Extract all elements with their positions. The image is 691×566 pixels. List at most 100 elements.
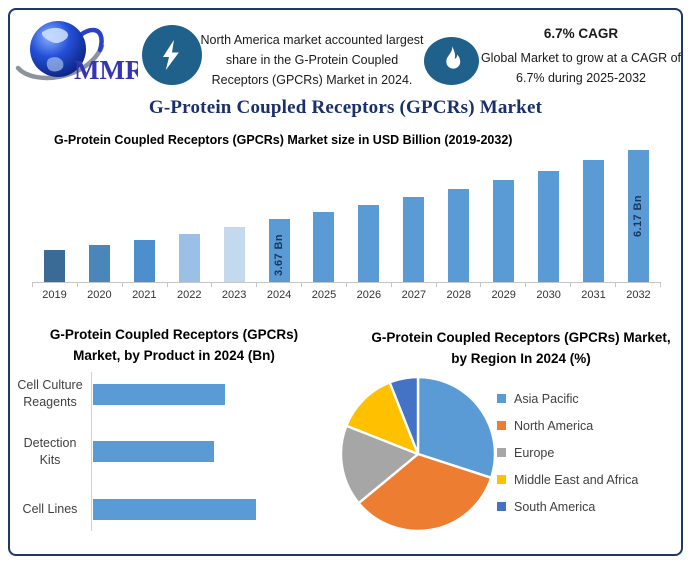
product-bar [93,498,256,520]
axis-tick [614,283,616,287]
bar-column-2023 [212,146,257,282]
axis-tick [390,283,392,287]
legend-item: North America [497,418,638,433]
bar-2026 [358,204,380,282]
highlight-north-america-text: North America market accounted largest s… [200,33,424,87]
legend-swatch [497,475,506,484]
year-label-2020: 2020 [87,289,112,301]
legend-label: Asia Pacific [514,391,579,406]
year-label-2024: 2024 [266,289,292,301]
axis-tick [256,283,258,287]
product-y-axis-line [91,372,92,531]
cagr-description: Global Market to grow at a CAGR of 6.7% … [480,51,682,85]
logo-continent [41,27,69,44]
bar-column-2022 [167,146,212,282]
region-chart-title: G-Protein Coupled Receptors (GPCRs) Mark… [371,330,671,366]
bar-2023 [223,226,245,282]
bar-2030 [538,170,560,282]
bar-2025 [313,212,335,282]
bar-2022 [178,233,200,282]
bar-2019 [43,250,65,282]
bar-column-2029 [481,146,526,282]
legend-swatch [497,394,506,403]
bar-2032: 6.17 Bn [627,149,649,282]
logo-continent [46,57,64,72]
legend-item: South America [497,499,638,514]
mmr-logo: MMR [15,21,138,85]
year-label-2030: 2030 [536,289,561,301]
bar-2020 [88,245,110,282]
bar-column-2019 [32,146,77,282]
axis-tick [211,283,213,287]
bar-value-label-2024: 3.67 Bn [273,234,286,276]
region-legend: Asia Pacific North America Europe Middle Ea… [497,391,638,526]
bar-2027 [403,197,425,282]
year-label-2023: 2023 [221,289,247,301]
year-label-2021: 2021 [132,289,157,301]
product-chart-title: G-Protein Coupled Receptors (GPCRs) Mark… [49,327,299,363]
x-axis-labels: 2019 2020 2021 2022 2023 2024 2025 2026 2027 2028… [32,289,661,301]
year-label-2029: 2029 [491,289,516,301]
axis-tick [480,283,482,287]
product-bar-track [93,441,326,462]
product-category-label: Cell Culture Reagents [17,378,83,409]
legend-item: Europe [497,445,638,460]
product-row: Cell Lines [12,485,326,533]
bar-value-label-2032: 6.17 Bn [632,195,645,237]
bar-column-2031 [571,146,616,282]
axis-tick [76,283,78,287]
axis-tick [166,283,168,287]
year-label-2025: 2025 [311,289,337,301]
axis-tick [32,283,33,287]
legend-item: Asia Pacific [497,391,638,406]
axis-tick [345,283,347,287]
legend-label: Middle East and Africa [514,472,639,487]
pie-slice-asia-pacific [416,375,497,479]
axis-tick [301,283,303,287]
product-category-label: Detection Kits [23,435,77,467]
cagr-value: 6.7% CAGR [543,26,619,41]
product-row: Detection Kits [12,428,326,476]
product-bar [93,383,226,405]
x-axis-ticks [32,283,661,287]
region-pie-chart [339,375,497,533]
legend-label: Europe [514,445,555,460]
bar-2028 [448,188,470,282]
legend-swatch [497,502,506,511]
bar-column-2026 [346,146,391,282]
flame-icon [424,37,479,85]
product-bar [93,441,215,462]
market-size-chart-title: G-Protein Coupled Receptors (GPCRs) Mark… [54,133,513,147]
legend-swatch [497,421,506,430]
pie-slice-north-america [357,452,493,533]
product-bar-chart: Cell Culture Reagents Detection Kits Cell … [12,370,326,533]
bar-2029 [493,180,515,282]
pie-slice-europe [339,424,420,505]
bar-2021 [133,240,155,282]
product-bar-track [93,383,326,405]
highlight-cagr: 6.7% CAGR Global Market to grow at a CAG… [480,26,682,88]
product-row: Cell Culture Reagents [12,370,326,418]
market-size-bar-chart: 3.67 Bn 6.17 Bn 2019 2020 2021 2022 2023 2024 2… [32,146,661,301]
page-title: G-Protein Coupled Receptors (GPCRs) Mark… [148,97,543,118]
pie-slice-middle-east-and-africa [345,381,420,456]
year-label-2031: 2031 [581,289,606,301]
year-label-2032: 2032 [626,289,651,301]
bar-2024: 3.67 Bn [268,219,290,282]
legend-swatch [497,448,506,457]
legend-label: South America [514,499,596,514]
bar-column-2025 [302,146,347,282]
bar-column-2032: 6.17 Bn [616,146,661,282]
lightning-icon [142,25,202,85]
bar-column-2027 [391,146,436,282]
legend-item: Middle East and Africa [497,472,638,487]
axis-tick [570,283,572,287]
year-label-2027: 2027 [401,289,427,301]
bar-column-2020 [77,146,122,282]
product-category-label: Cell Lines [22,501,78,516]
bar-column-2021 [122,146,167,282]
market-size-plot-area: 3.67 Bn 6.17 Bn [32,146,661,283]
axis-tick [435,283,437,287]
legend-label: North America [514,418,594,433]
